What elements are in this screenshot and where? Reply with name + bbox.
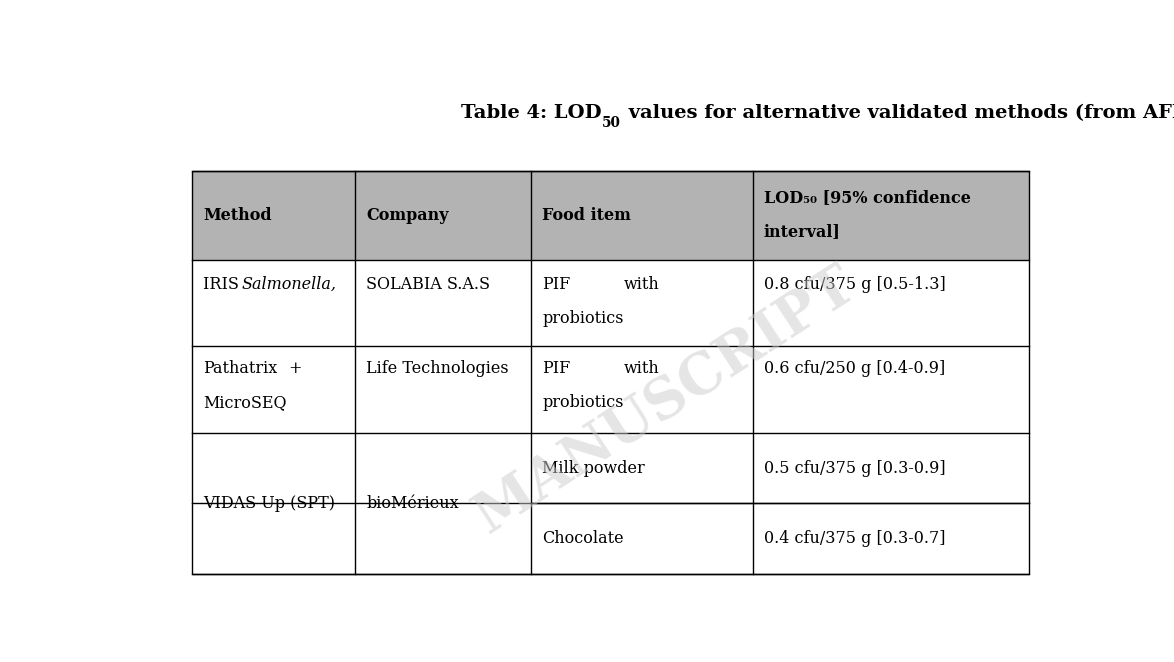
- Text: LOD₅₀ [95% confidence: LOD₅₀ [95% confidence: [764, 189, 971, 207]
- Text: IRIS: IRIS: [203, 275, 244, 293]
- Text: SOLABIA S.A.S: SOLABIA S.A.S: [366, 275, 491, 293]
- Text: interval]: interval]: [764, 223, 841, 240]
- Text: Milk powder: Milk powder: [542, 459, 645, 477]
- Text: probiotics: probiotics: [542, 394, 623, 411]
- Text: 0.4 cfu/375 g [0.3-0.7]: 0.4 cfu/375 g [0.3-0.7]: [764, 530, 945, 547]
- Bar: [193, 171, 1030, 260]
- Text: Food item: Food item: [542, 207, 632, 224]
- Text: Method: Method: [203, 207, 272, 224]
- Text: Chocolate: Chocolate: [542, 530, 623, 547]
- Text: MANUSCRIPT: MANUSCRIPT: [465, 257, 866, 544]
- Text: MicroSEQ: MicroSEQ: [203, 394, 286, 411]
- Text: Pathatrix: Pathatrix: [203, 359, 277, 377]
- Text: PIF: PIF: [542, 359, 571, 377]
- Text: values for alternative validated methods (from AFNOR validation): values for alternative validated methods…: [622, 104, 1174, 122]
- Text: Company: Company: [366, 207, 448, 224]
- Text: PIF: PIF: [542, 275, 571, 293]
- Text: Table 4: LOD: Table 4: LOD: [461, 104, 602, 122]
- Text: Life Technologies: Life Technologies: [366, 359, 510, 377]
- Text: 50: 50: [602, 116, 621, 130]
- Text: Salmonella,: Salmonella,: [242, 275, 337, 293]
- Text: probiotics: probiotics: [542, 310, 623, 327]
- Text: VIDAS Up (SPT): VIDAS Up (SPT): [203, 495, 335, 512]
- Bar: [193, 171, 1030, 574]
- Text: with: with: [625, 275, 660, 293]
- Text: 0.6 cfu/250 g [0.4-0.9]: 0.6 cfu/250 g [0.4-0.9]: [764, 359, 945, 377]
- Text: 0.8 cfu/375 g [0.5-1.3]: 0.8 cfu/375 g [0.5-1.3]: [764, 275, 946, 293]
- Text: with: with: [625, 359, 660, 377]
- Text: bioMérieux: bioMérieux: [366, 495, 459, 512]
- Text: +: +: [288, 359, 302, 377]
- Text: 0.5 cfu/375 g [0.3-0.9]: 0.5 cfu/375 g [0.3-0.9]: [764, 459, 945, 477]
